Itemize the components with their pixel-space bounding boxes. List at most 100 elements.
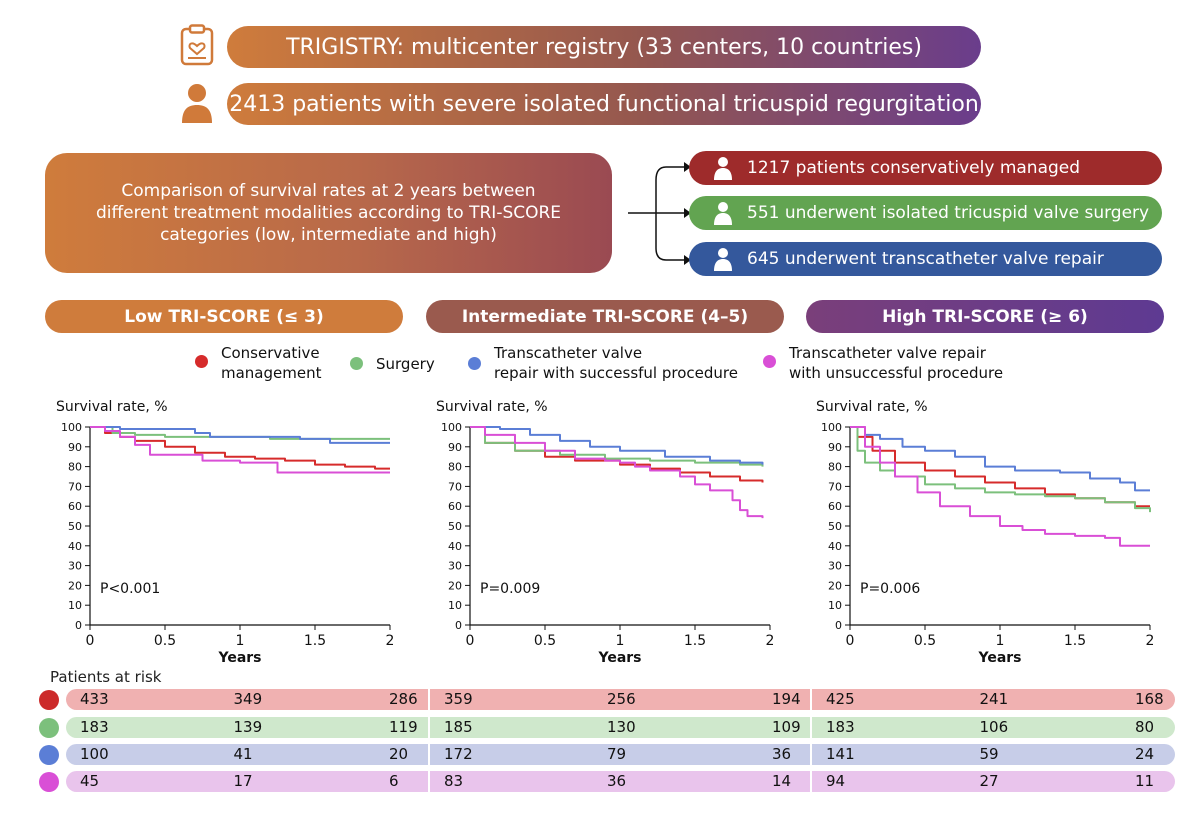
arm-label: 645 underwent transcatheter valve repair (747, 249, 1104, 269)
branch-arrows (628, 162, 691, 265)
risk-value: 359 (444, 690, 473, 708)
series-line (90, 426, 390, 444)
legend-label-conservative: Conservative management (221, 344, 322, 382)
y-axis-label: Survival rate, % (56, 399, 168, 415)
x-axis-label: Years (597, 650, 641, 666)
risk-value: 14 (772, 772, 792, 790)
y-tick-label: 80 (828, 461, 842, 474)
risk-table-title: Patients at risk (50, 668, 162, 686)
x-tick-label: 2 (386, 633, 395, 649)
y-tick-label: 70 (68, 480, 82, 493)
risk-value: 256 (607, 690, 636, 708)
risk-value: 241 (979, 690, 1009, 708)
x-tick-label: 1 (236, 633, 245, 649)
chart-low: Survival rate, % 0 10 20 30 40 50 60 70 80 90 100 0 0… (56, 399, 395, 666)
legend-dot-surgery (350, 357, 363, 370)
x-tick-label: 2 (1146, 633, 1155, 649)
risk-value: 20 (389, 745, 409, 763)
risk-value: 80 (1135, 718, 1155, 736)
y-tick-label: 30 (68, 560, 82, 573)
summary-line-1: Comparison of survival rates at 2 years … (121, 181, 536, 201)
risk-value: 139 (233, 718, 263, 736)
y-tick-label: 20 (828, 579, 842, 592)
risk-row-dot (39, 718, 59, 738)
risk-value: 83 (444, 772, 464, 790)
x-tick-label: 1.5 (1064, 633, 1086, 649)
y-tick-label: 100 (61, 421, 82, 434)
risk-row-dot (39, 772, 59, 792)
arm-label: 551 underwent isolated tricuspid valve s… (747, 203, 1150, 223)
risk-value: 36 (772, 745, 792, 763)
y-tick-label: 80 (448, 461, 462, 474)
y-axis-label: Survival rate, % (816, 399, 928, 415)
legend-label-successful: Transcatheter valve repair with successfu… (494, 344, 738, 382)
risk-value: 119 (389, 718, 418, 736)
x-tick-label: 1 (616, 633, 625, 649)
x-tick-label: 0 (86, 633, 95, 649)
person-icon (714, 157, 732, 180)
legend-dot-conservative (195, 355, 208, 368)
p-value: P=0.006 (860, 581, 920, 597)
risk-row (66, 717, 1175, 738)
risk-value: 109 (772, 718, 801, 736)
risk-separator (810, 771, 812, 792)
risk-value: 106 (979, 718, 1009, 736)
series-line (850, 426, 1150, 492)
risk-value: 286 (389, 690, 418, 708)
y-tick-label: 30 (828, 560, 842, 573)
person-icon (181, 82, 213, 128)
risk-value: 194 (772, 690, 801, 708)
risk-value: 6 (389, 772, 399, 790)
risk-value: 17 (233, 772, 253, 790)
risk-value: 24 (1135, 745, 1155, 763)
risk-value: 183 (826, 718, 855, 736)
x-tick-label: 1.5 (684, 633, 706, 649)
x-tick-label: 0.5 (914, 633, 936, 649)
series-line (850, 426, 1151, 513)
risk-value: 79 (607, 745, 627, 763)
y-tick-label: 70 (828, 480, 842, 493)
summary-line-3: categories (low, intermediate and high) (160, 225, 497, 245)
summary-line-2: different treatment modalities according… (95, 203, 562, 223)
risk-value: 172 (444, 745, 473, 763)
category-intermediate: Intermediate TRI-SCORE (4–5) (426, 300, 784, 333)
risk-value: 41 (233, 745, 253, 763)
series-line (470, 426, 764, 465)
arm-transcatheter: 645 underwent transcatheter valve repair (689, 242, 1162, 276)
y-tick-label: 20 (68, 579, 82, 592)
arm-surgery: 551 underwent isolated tricuspid valve s… (689, 196, 1162, 230)
y-tick-label: 50 (828, 520, 842, 533)
risk-separator (428, 717, 430, 738)
population-banner: 2413 patients with severe isolated funct… (227, 83, 981, 125)
risk-value: 45 (80, 772, 100, 790)
risk-row (66, 744, 1175, 765)
y-tick-label: 40 (828, 540, 842, 553)
risk-separator (810, 717, 812, 738)
risk-value: 349 (233, 690, 263, 708)
y-tick-label: 40 (448, 540, 462, 553)
risk-row-dot (39, 745, 59, 765)
x-tick-label: 1 (996, 633, 1005, 649)
legend-label-unsuccessful: Transcatheter valve repair with unsuccess… (789, 344, 1004, 382)
risk-value: 130 (607, 718, 636, 736)
y-tick-label: 50 (448, 520, 462, 533)
y-tick-label: 0 (455, 619, 462, 632)
y-tick-label: 60 (448, 500, 462, 513)
y-tick-label: 40 (68, 540, 82, 553)
category-high: High TRI-SCORE (≥ 6) (806, 300, 1164, 333)
risk-row (66, 689, 1175, 710)
y-tick-label: 60 (828, 500, 842, 513)
risk-value: 433 (80, 690, 109, 708)
x-tick-label: 0.5 (154, 633, 176, 649)
x-tick-label: 1.5 (304, 633, 326, 649)
y-tick-label: 60 (68, 500, 82, 513)
risk-value: 59 (979, 745, 999, 763)
risk-value: 94 (826, 772, 846, 790)
chart-intermediate: Survival rate, % 0 10 20 30 40 50 60 70 80 90 100 0 0… (436, 399, 774, 666)
risk-value: 141 (826, 745, 855, 763)
risk-value: 185 (444, 718, 473, 736)
risk-value: 100 (80, 745, 109, 763)
series-line (90, 426, 390, 474)
y-tick-label: 50 (68, 520, 82, 533)
x-axis-label: Years (977, 650, 1021, 666)
